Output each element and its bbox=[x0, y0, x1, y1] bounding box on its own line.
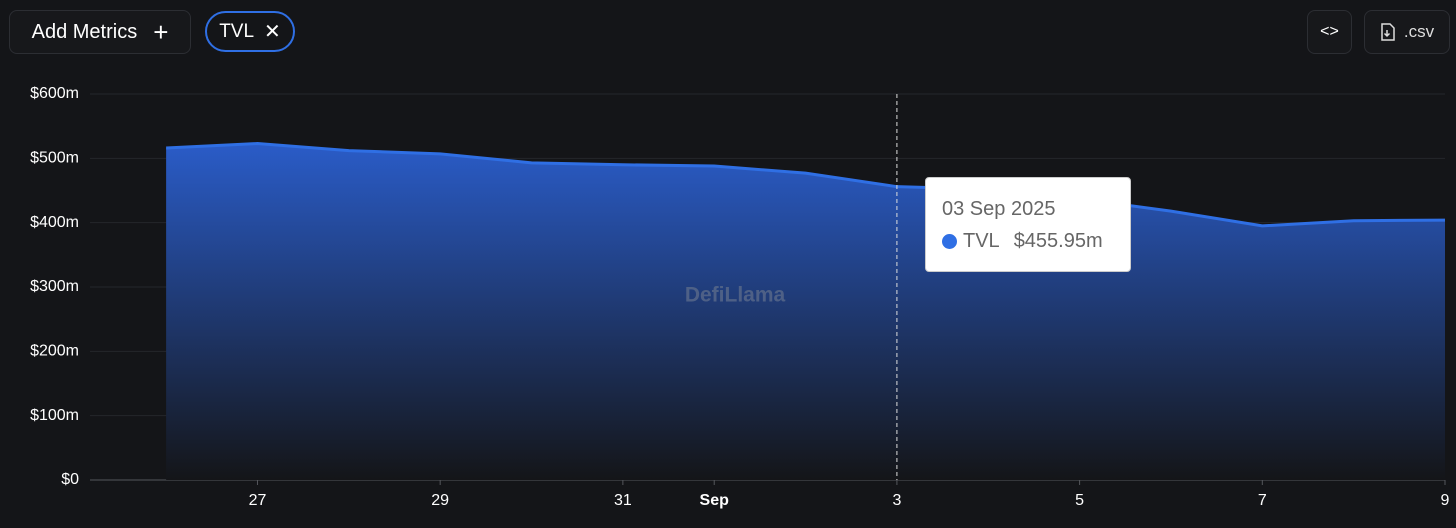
x-tick-label: 27 bbox=[249, 492, 267, 509]
line bbox=[166, 142, 1446, 228]
plus-icon: + bbox=[153, 16, 169, 47]
x-tick-label: 3 bbox=[892, 492, 901, 509]
watermark: DefiLlama bbox=[685, 284, 786, 307]
y-tick-label: $300m bbox=[30, 278, 79, 295]
tooltip-dot bbox=[942, 234, 957, 249]
x-tick-label: 31 bbox=[614, 492, 632, 509]
add-metrics-button[interactable]: Add Metrics + bbox=[9, 10, 191, 54]
tooltip-date: 03 Sep 2025 bbox=[942, 198, 1056, 220]
y-tick-label: $600m bbox=[30, 85, 79, 102]
y-tick-label: $100m bbox=[30, 407, 79, 424]
x-tick-label: 29 bbox=[431, 492, 449, 509]
add-metrics-label: Add Metrics bbox=[31, 20, 138, 43]
y-tick-label: $400m bbox=[30, 214, 79, 231]
csv-label: .csv bbox=[1403, 22, 1435, 41]
metric-chip[interactable]: TVL ✕ bbox=[205, 11, 295, 52]
x-tick-label: 5 bbox=[1075, 492, 1084, 509]
y-tick-label: $500m bbox=[30, 150, 79, 167]
metric-chip-label: TVL bbox=[219, 20, 255, 42]
x-tick-label: 7 bbox=[1258, 492, 1267, 509]
x-tick-label: Sep bbox=[700, 492, 730, 509]
area bbox=[166, 143, 1446, 480]
y-tick-label: $200m bbox=[30, 343, 79, 360]
y-tick-label: $0 bbox=[61, 471, 79, 488]
download-icon bbox=[1381, 23, 1395, 41]
embed-button[interactable]: <> bbox=[1307, 10, 1352, 54]
x-tick-label: 9 bbox=[1441, 492, 1450, 509]
remove-icon[interactable]: ✕ bbox=[264, 21, 281, 43]
tooltip-series: TVL bbox=[963, 230, 1000, 252]
csv-button[interactable]: .csv bbox=[1364, 10, 1450, 54]
tooltip-value: $455.95m bbox=[1013, 230, 1103, 252]
tooltip: 03 Sep 2025 TVL $455.95m bbox=[925, 177, 1131, 272]
